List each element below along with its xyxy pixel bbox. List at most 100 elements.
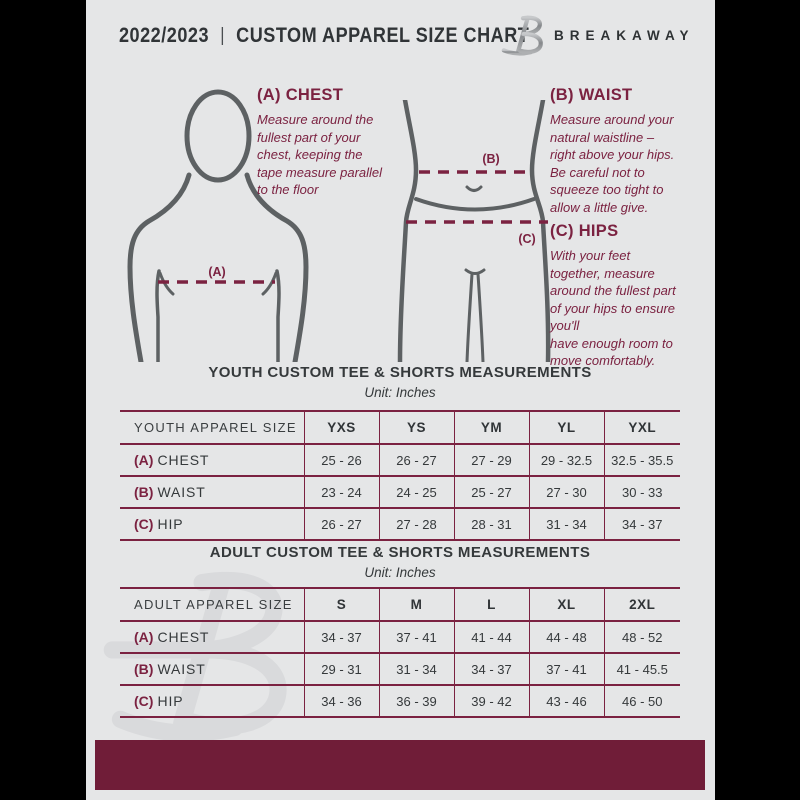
header-separator: | bbox=[220, 25, 225, 46]
adult-corner-label: ADULT APPAREL SIZE bbox=[134, 597, 293, 612]
youth-size-ys: YS bbox=[378, 411, 454, 444]
youth-unit-label: Unit: Inches bbox=[364, 385, 436, 400]
adult-size-s: S bbox=[303, 588, 379, 621]
cell: 27 - 29 bbox=[453, 444, 529, 476]
youth-chest-row: (A) CHEST 25 - 26 26 - 27 27 - 29 29 - 32… bbox=[120, 444, 680, 476]
adult-size-m: M bbox=[378, 588, 454, 621]
adult-size-l: L bbox=[453, 588, 529, 621]
brand-name: BREAKAWAY bbox=[554, 27, 695, 43]
figure-right-torso-edge bbox=[529, 100, 551, 362]
row-marker: (B) bbox=[134, 484, 154, 500]
chest-figure-diagram: (A) bbox=[127, 89, 309, 362]
figure-left-torso-edge bbox=[397, 100, 419, 362]
cell: 43 - 46 bbox=[528, 685, 604, 717]
row-label: CHEST bbox=[157, 452, 210, 468]
hips-guide-text: With your feet together, measure around … bbox=[550, 248, 676, 368]
adult-hip-row: (C) HIP 34 - 36 36 - 39 39 - 42 43 - 46 4… bbox=[120, 685, 680, 717]
row-label: HIP bbox=[157, 693, 184, 709]
cell: 23 - 24 bbox=[303, 476, 379, 508]
row-label: CHEST bbox=[157, 629, 210, 645]
season-label: 2022/2023 bbox=[119, 24, 210, 47]
cell: 28 - 31 bbox=[453, 508, 529, 540]
cell: 25 - 27 bbox=[453, 476, 529, 508]
cell: 29 - 31 bbox=[303, 653, 379, 685]
figure-left-chest-edge bbox=[155, 269, 161, 362]
cell: 34 - 36 bbox=[303, 685, 379, 717]
figure-hip-curve bbox=[414, 197, 536, 212]
cell: 36 - 39 bbox=[378, 685, 454, 717]
youth-size-yxs: YXS bbox=[303, 411, 379, 444]
cell: 26 - 27 bbox=[303, 508, 379, 540]
page-header: 2022/2023 | CUSTOM APPAREL SIZE CHART bbox=[119, 24, 529, 48]
figure-left-inner-leg bbox=[465, 272, 474, 362]
cell: 26 - 27 bbox=[378, 444, 454, 476]
chest-marker-label: (A) bbox=[208, 265, 225, 279]
youth-hip-row: (C) HIP 26 - 27 27 - 28 28 - 31 31 - 34 3… bbox=[120, 508, 680, 540]
cell: 34 - 37 bbox=[453, 653, 529, 685]
row-label: HIP bbox=[157, 516, 184, 532]
figure-head bbox=[184, 89, 252, 183]
youth-header-row: YOUTH APPAREL SIZE YXS YS YM YL YXL bbox=[120, 411, 680, 444]
brand-lockup: BREAKAWAY bbox=[499, 13, 695, 57]
cell: 32.5 - 35.5 bbox=[603, 444, 680, 476]
adult-waist-row: (B) WAIST 29 - 31 31 - 34 34 - 37 37 - 41… bbox=[120, 653, 680, 685]
adult-size-2xl: 2XL bbox=[603, 588, 680, 621]
breakaway-logo-icon bbox=[499, 15, 543, 56]
row-marker: (A) bbox=[134, 452, 154, 468]
waist-guide-text: Measure around your natural waistline – … bbox=[550, 112, 675, 215]
youth-size-yxl: YXL bbox=[603, 411, 680, 444]
figure-left-armpit-crease bbox=[158, 271, 175, 296]
row-marker: (C) bbox=[134, 693, 154, 709]
figure-navel bbox=[465, 185, 483, 192]
chest-guide-heading: (A) CHEST bbox=[257, 86, 344, 104]
row-label: WAIST bbox=[157, 661, 206, 677]
cell: 39 - 42 bbox=[453, 685, 529, 717]
row-marker: (A) bbox=[134, 629, 154, 645]
figure-right-armpit-crease bbox=[261, 271, 278, 296]
cell: 27 - 28 bbox=[378, 508, 454, 540]
adult-header-row: ADULT APPAREL SIZE S M L XL 2XL bbox=[120, 588, 680, 621]
waist-hip-figure-diagram: (B) (C) bbox=[397, 100, 551, 362]
row-marker: (B) bbox=[134, 661, 154, 677]
adult-chest-row: (A) CHEST 34 - 37 37 - 41 41 - 44 44 - 48… bbox=[120, 621, 680, 653]
cell: 24 - 25 bbox=[378, 476, 454, 508]
waist-marker-label: (B) bbox=[482, 152, 499, 166]
page-title: CUSTOM APPAREL SIZE CHART bbox=[236, 24, 530, 47]
cell: 31 - 34 bbox=[528, 508, 604, 540]
size-chart-page: 2022/2023 | CUSTOM APPAREL SIZE CHART bbox=[86, 0, 715, 800]
cell: 29 - 32.5 bbox=[528, 444, 604, 476]
cell: 48 - 52 bbox=[603, 621, 680, 653]
figure-right-chest-edge bbox=[275, 269, 281, 362]
cell: 34 - 37 bbox=[303, 621, 379, 653]
cell: 41 - 44 bbox=[453, 621, 529, 653]
adult-size-table: ADULT APPAREL SIZE S M L XL 2XL (A) CHEST… bbox=[120, 587, 680, 718]
row-label: WAIST bbox=[157, 484, 206, 500]
chest-guide-text: Measure around the fullest part of your … bbox=[257, 112, 383, 197]
youth-size-yl: YL bbox=[528, 411, 604, 444]
cell: 37 - 41 bbox=[528, 653, 604, 685]
adult-section-title: ADULT CUSTOM TEE & SHORTS MEASUREMENTS bbox=[209, 544, 591, 561]
figure-right-inner-leg bbox=[476, 272, 485, 362]
figure-right-shoulder bbox=[244, 172, 309, 362]
cell: 27 - 30 bbox=[528, 476, 604, 508]
adult-unit-label: Unit: Inches bbox=[364, 565, 436, 580]
youth-size-ym: YM bbox=[453, 411, 529, 444]
hip-marker-label: (C) bbox=[518, 232, 535, 246]
waist-guide-heading: (B) WAIST bbox=[550, 86, 633, 104]
cell: 34 - 37 bbox=[603, 508, 680, 540]
youth-section-title: YOUTH CUSTOM TEE & SHORTS MEASUREMENTS bbox=[208, 364, 592, 381]
footer-accent-bar bbox=[95, 740, 705, 790]
figure-crotch-curve bbox=[464, 268, 486, 275]
youth-waist-row: (B) WAIST 23 - 24 24 - 25 25 - 27 27 - 30… bbox=[120, 476, 680, 508]
cell: 46 - 50 bbox=[603, 685, 680, 717]
cell: 25 - 26 bbox=[303, 444, 379, 476]
youth-corner-label: YOUTH APPAREL SIZE bbox=[134, 420, 297, 435]
adult-size-xl: XL bbox=[528, 588, 604, 621]
figure-left-shoulder bbox=[127, 172, 192, 362]
cell: 44 - 48 bbox=[528, 621, 604, 653]
row-marker: (C) bbox=[134, 516, 154, 532]
cell: 37 - 41 bbox=[378, 621, 454, 653]
cell: 30 - 33 bbox=[603, 476, 680, 508]
cell: 31 - 34 bbox=[378, 653, 454, 685]
